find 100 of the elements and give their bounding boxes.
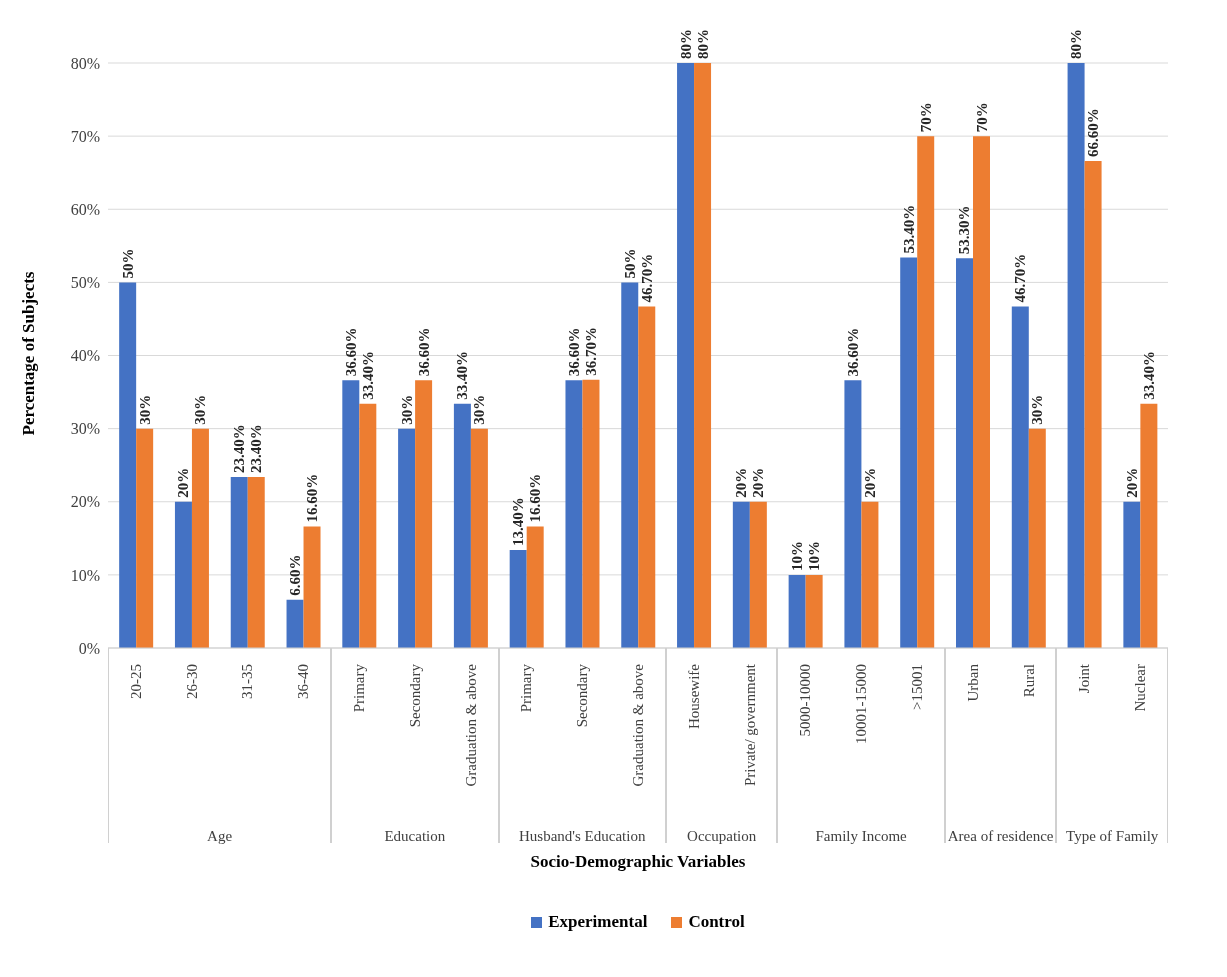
bar (565, 380, 583, 648)
data-label: 16.60% (527, 473, 544, 523)
y-axis-title: Percentage of Subjects (19, 271, 39, 436)
bar (917, 136, 935, 648)
data-label: 53.40% (900, 204, 917, 254)
y-tick-label: 70% (70, 127, 100, 145)
bar (136, 428, 154, 648)
text: Age (207, 828, 233, 844)
bar (1123, 501, 1141, 648)
y-tick-label: 50% (70, 274, 100, 292)
bar (509, 550, 527, 648)
data-label: 10% (806, 540, 823, 571)
bar (1084, 160, 1102, 648)
bar (342, 380, 360, 648)
bar (956, 258, 973, 648)
data-label: 70% (973, 102, 990, 133)
bar (1140, 403, 1158, 648)
bar (1028, 428, 1046, 648)
y-tick-label: 0% (78, 639, 100, 657)
x-tick-label: Rural (1020, 664, 1037, 698)
bar (844, 380, 862, 648)
bar (694, 63, 712, 648)
data-label: 13.40% (510, 497, 527, 547)
bar (230, 476, 248, 648)
x-tick-label: 36-40 (295, 664, 312, 699)
bar (582, 379, 600, 648)
bar (470, 428, 488, 648)
bar (732, 501, 750, 648)
data-label: 30% (398, 394, 415, 425)
x-tick-label: Secondary (574, 663, 591, 728)
bar (861, 501, 879, 648)
x-tick-label: >15001 (908, 664, 925, 710)
y-tick-label: 40% (70, 347, 100, 365)
data-label: 20% (733, 467, 750, 498)
data-label: 33.40% (359, 351, 376, 400)
x-tick-label: 20-25 (127, 664, 144, 699)
data-label: 50% (621, 248, 638, 279)
x-tick-label: 5000-10000 (797, 664, 814, 737)
y-tick-label: 10% (70, 566, 100, 584)
data-label: 33.40% (454, 351, 471, 400)
data-label: 20% (861, 467, 878, 498)
bar (191, 428, 209, 648)
data-label: 10% (789, 540, 806, 571)
bar (1011, 306, 1029, 648)
bar (526, 526, 544, 648)
bar (621, 282, 639, 648)
legend-label: Control (688, 912, 745, 932)
text: Area of residence (947, 828, 1054, 844)
x-tick-label: Housewife (685, 663, 702, 729)
data-label: 66.60% (1085, 108, 1102, 157)
y-tick-label: 20% (70, 493, 100, 511)
data-label: 80% (677, 29, 694, 59)
y-tick-label: 30% (70, 420, 100, 438)
x-tick-label: Primary (351, 663, 368, 713)
data-label: 36.60% (844, 327, 861, 377)
data-label: 20% (750, 467, 767, 498)
bar (638, 306, 656, 648)
data-label: 30% (1029, 394, 1046, 425)
bar (174, 501, 192, 648)
bar (119, 282, 137, 648)
data-label: 20% (175, 467, 192, 498)
x-tick-label: Private/ government (741, 663, 758, 787)
x-tick-label: Primary (518, 663, 535, 713)
data-label: 36.70% (582, 326, 599, 376)
data-label: 50% (119, 248, 136, 279)
text: Education (384, 828, 446, 844)
bar (453, 403, 471, 648)
bar (900, 257, 918, 648)
data-label: 33.40% (1140, 351, 1157, 400)
x-axis-title: Socio-Demographic Variables (529, 852, 747, 872)
bar (286, 599, 304, 648)
data-label: 23.40% (248, 424, 265, 473)
x-tick-label: Nuclear (1132, 664, 1149, 712)
x-tick-label: 31-35 (239, 664, 256, 699)
x-tick-label: Graduation & above (630, 663, 646, 787)
bar (359, 403, 377, 648)
data-label: 80% (694, 29, 711, 59)
x-tick-label: Joint (1076, 663, 1093, 694)
bar (398, 428, 416, 648)
bar (247, 476, 265, 648)
data-label: 36.60% (415, 327, 432, 377)
y-tick-label: 60% (70, 200, 100, 218)
data-label: 30% (192, 394, 209, 425)
x-tick-label: Secondary (406, 663, 423, 728)
y-tick-label: 80% (70, 54, 100, 72)
data-label: 46.70% (638, 253, 655, 303)
text: Husband's Education (518, 828, 646, 844)
x-tick-label: Graduation & above (462, 663, 479, 787)
bar (749, 501, 767, 648)
data-label: 36.60% (342, 327, 359, 377)
bar (415, 380, 433, 648)
bar (805, 574, 823, 648)
data-label: 23.40% (231, 424, 248, 473)
x-tick-label: 10001-15000 (853, 664, 870, 744)
legend-label: Experimental (548, 912, 648, 932)
data-label: 46.70% (1012, 253, 1029, 303)
text: Occupation (687, 828, 757, 844)
bar (1067, 63, 1085, 648)
data-label: 53.30% (956, 205, 973, 255)
bar (677, 63, 695, 648)
